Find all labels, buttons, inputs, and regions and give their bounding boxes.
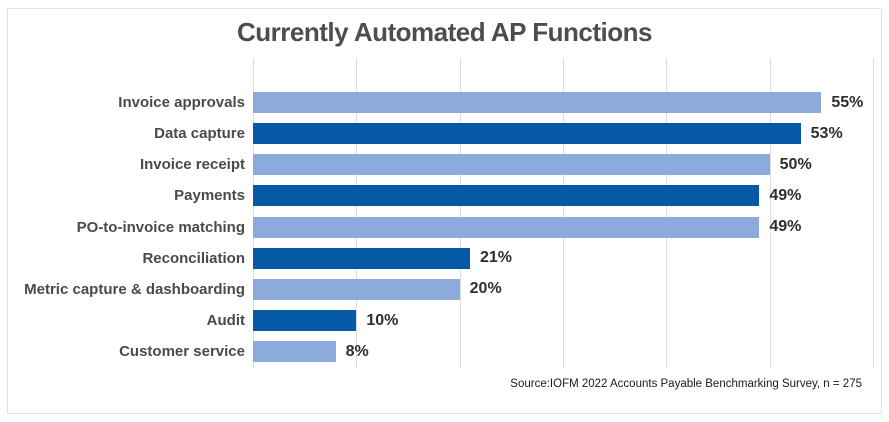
category-label: Invoice receipt (139, 156, 245, 174)
gridline (666, 58, 668, 368)
category-label: Reconciliation (142, 249, 245, 267)
value-label: 53% (810, 124, 843, 142)
bar-track: 53% (253, 123, 873, 145)
gridline (769, 58, 771, 368)
bar-row: Reconciliation 21% (15, 243, 873, 274)
bar (253, 278, 460, 300)
value-label: 10% (366, 311, 399, 329)
bar-track: 20% (253, 278, 873, 300)
category-label: Metric capture & dashboarding (24, 280, 245, 298)
chart-frame (7, 8, 882, 414)
bar-row: Payments 49% (15, 180, 873, 211)
gridline (356, 58, 358, 368)
bar-track: 10% (253, 310, 873, 332)
value-label: 49% (769, 218, 802, 236)
bar (253, 154, 770, 176)
bar-track: 21% (253, 247, 873, 269)
bar (253, 92, 822, 114)
category-label: PO-to-invoice matching (76, 218, 245, 236)
bar (253, 216, 760, 238)
bar-row: Data capture 53% (15, 118, 873, 149)
bar-rows: Invoice approvals 55% Data capture 53% Invoi… (15, 87, 873, 367)
bar-row: Metric capture & dashboarding 20% (15, 274, 873, 305)
bar-track: 8% (253, 341, 873, 363)
gridline (253, 58, 254, 368)
bar-track: 49% (253, 216, 873, 238)
bar-track: 50% (253, 154, 873, 176)
bar-row: Invoice receipt 50% (15, 149, 873, 180)
value-label: 55% (831, 93, 864, 111)
chart-title: Currently Automated AP Functions (237, 17, 652, 47)
bar (253, 247, 470, 269)
bar (253, 341, 336, 363)
plot-area (253, 58, 874, 368)
bar-row: Audit 10% (15, 305, 873, 336)
bar-row: PO-to-invoice matching 49% (15, 212, 873, 243)
gridline (459, 58, 461, 368)
bar (253, 310, 357, 332)
category-label: Audit (206, 312, 245, 330)
value-label: 21% (480, 249, 513, 267)
bar-row: Invoice approvals 55% (15, 87, 873, 118)
gridline (873, 58, 874, 368)
value-label: 50% (779, 155, 812, 173)
bar-track: 49% (253, 185, 873, 207)
category-label: Data capture (154, 125, 245, 143)
category-label: Payments (174, 187, 245, 205)
category-label: Invoice approvals (118, 94, 245, 112)
bar-track: 55% (253, 92, 873, 114)
value-label: 49% (769, 186, 802, 204)
source-note: Source:IOFM 2022 Accounts Payable Benchm… (510, 378, 862, 390)
value-label: 8% (345, 342, 369, 360)
bar (253, 123, 801, 145)
value-label: 20% (469, 280, 502, 298)
bar (253, 185, 760, 207)
category-label: Customer service (119, 343, 245, 361)
bar-row: Customer service 8% (15, 336, 873, 367)
gridline (563, 58, 564, 368)
